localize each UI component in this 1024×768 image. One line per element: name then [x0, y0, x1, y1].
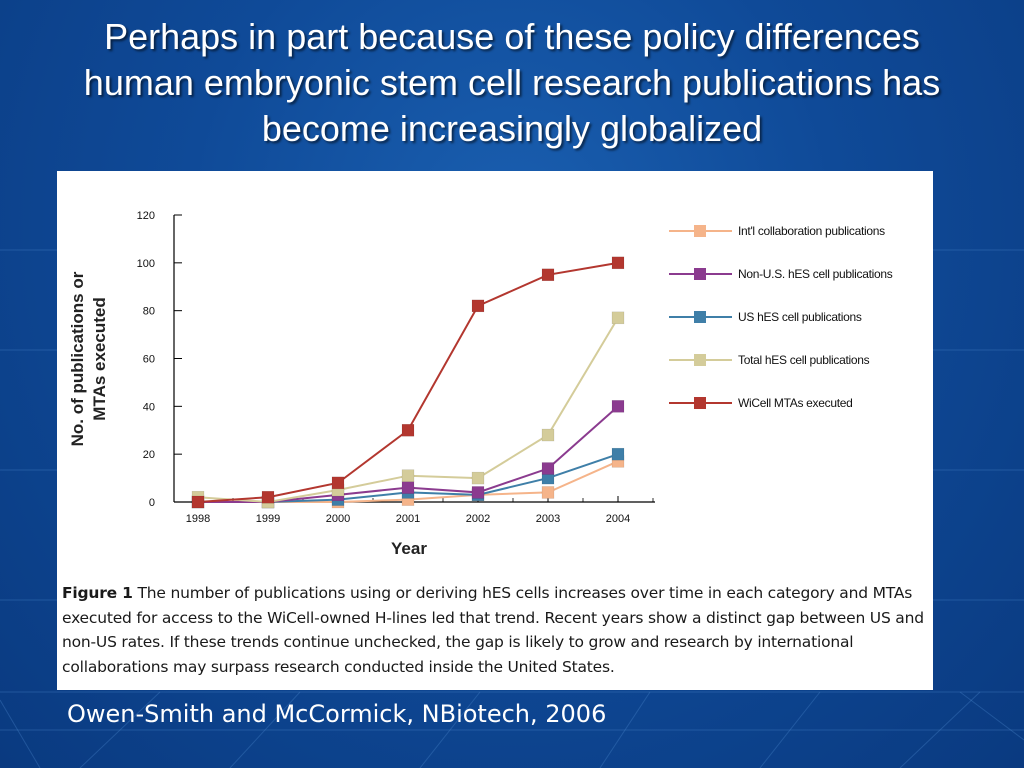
x-tick-label: 1999: [256, 513, 280, 525]
data-point-wicell: [261, 490, 275, 504]
figure-caption-text: The number of publications using or deri…: [62, 584, 924, 676]
data-point-intl: [541, 486, 555, 499]
data-point-total: [611, 311, 625, 325]
legend-swatch-wicell: [694, 397, 706, 409]
data-point-wicell: [611, 256, 625, 270]
x-tick-label: 2004: [606, 513, 630, 525]
x-axis-label: Year: [391, 539, 427, 558]
figure-caption: Figure 1 The number of publications usin…: [62, 581, 928, 679]
y-tick-label: 60: [143, 354, 155, 366]
data-point-non_us: [471, 486, 485, 499]
data-point-wicell: [541, 268, 555, 282]
legend-label-non_us: Non-U.S. hES cell publications: [738, 267, 893, 281]
data-point-non_us: [611, 400, 625, 413]
slide-title-line-1: Perhaps in part because of these policy …: [104, 16, 920, 57]
legend-label-intl: Int'l collaboration publications: [738, 224, 885, 238]
legend-swatch-total: [694, 354, 706, 366]
y-tick-label: 40: [143, 401, 155, 413]
slide-title-line-3: become increasingly globalized: [261, 108, 763, 149]
data-point-wicell: [401, 424, 415, 437]
legend-swatch-non_us: [694, 268, 706, 280]
y-tick-label: 0: [149, 497, 155, 509]
data-point-total: [541, 428, 555, 442]
y-tick-label: 80: [143, 306, 155, 318]
slide-title: Perhaps in part because of these policy …: [0, 14, 1024, 152]
citation: Owen-Smith and McCormick, NBiotech, 2006: [67, 700, 607, 728]
legend-swatch-us: [694, 311, 706, 323]
data-point-us: [611, 447, 625, 461]
x-tick-label: 2000: [326, 513, 350, 525]
y-axis-label: No. of publications or MTAs executed: [68, 271, 109, 446]
figure-caption-label: Figure 1: [62, 584, 133, 602]
y-tick-label: 100: [137, 258, 155, 270]
data-point-non_us: [401, 481, 415, 494]
legend-label-us: US hES cell publications: [738, 310, 862, 324]
x-tick-label: 2002: [466, 513, 490, 525]
line-chart: 0 20 40 60 80 100 120 1998 1999 2000 2001 2002 2003 2…: [68, 210, 893, 558]
x-tick-label: 1998: [186, 513, 210, 525]
legend-swatch-intl: [694, 225, 706, 237]
legend-label-total: Total hES cell publications: [738, 353, 870, 367]
x-tick-label: 2003: [536, 513, 560, 525]
y-tick-label: 120: [137, 210, 155, 222]
series-line-wicell: [197, 261, 619, 503]
data-point-wicell: [191, 495, 205, 509]
data-point-non_us: [541, 462, 555, 475]
data-point-total: [401, 469, 415, 482]
x-tick-label: 2001: [396, 513, 420, 525]
figure-panel: 0 20 40 60 80 100 120 1998 1999 2000 2001 2002 2003 2…: [57, 171, 933, 690]
y-tick-label: 20: [143, 449, 155, 461]
slide-title-line-2: human embryonic stem cell research publi…: [83, 62, 941, 103]
data-point-wicell: [331, 476, 345, 490]
data-point-total: [471, 471, 485, 485]
legend-label-wicell: WiCell MTAs executed: [738, 396, 852, 410]
data-point-wicell: [471, 299, 485, 313]
